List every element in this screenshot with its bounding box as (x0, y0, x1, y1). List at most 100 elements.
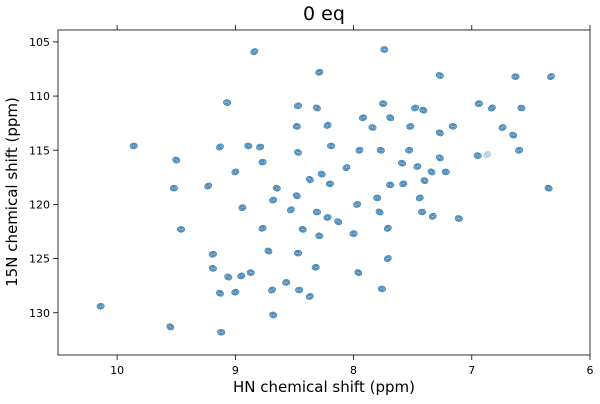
peak (511, 73, 520, 80)
contour-line (250, 48, 259, 56)
contour-line (299, 227, 306, 232)
peak (419, 106, 428, 114)
peak (359, 114, 368, 122)
peak (334, 218, 343, 226)
contour-line (429, 170, 434, 174)
peak-contours (96, 46, 555, 336)
contour-line (354, 269, 363, 277)
x-axis-label: HN chemical shift (ppm) (233, 378, 415, 396)
contour-line (204, 182, 213, 190)
contour-line (548, 74, 554, 79)
peak (515, 146, 524, 154)
contour-line (217, 290, 223, 296)
contour-line (271, 198, 275, 202)
peak (237, 272, 246, 280)
contour-line (208, 265, 217, 272)
contour-line (355, 146, 364, 154)
contour-line (284, 281, 288, 284)
contour-line (270, 312, 276, 318)
contour-line (217, 144, 223, 150)
peak (311, 263, 320, 271)
contour-line (411, 104, 419, 112)
peak (166, 323, 175, 331)
contour-line (336, 220, 340, 224)
peak (349, 230, 358, 237)
contour-line (387, 182, 394, 188)
contour-line (252, 50, 256, 54)
x-axis-ticks: 10 9 8 7 6 (110, 25, 594, 377)
contour-line (329, 144, 333, 148)
peak (293, 249, 303, 257)
contour-line (406, 123, 415, 130)
weak-peak (483, 151, 492, 159)
contour-line (132, 144, 136, 148)
peak (325, 180, 334, 188)
contour-line (421, 178, 428, 183)
contour-line (317, 70, 321, 74)
peak (544, 184, 553, 192)
contour-line (474, 153, 481, 158)
contour-line (441, 168, 450, 176)
peak (305, 293, 314, 300)
contour-line (224, 100, 230, 105)
peak (315, 68, 324, 76)
contour-line (294, 149, 302, 156)
contour-line (327, 181, 333, 187)
contour-line (510, 132, 516, 138)
contour-line (454, 215, 463, 222)
peak (298, 226, 307, 233)
x-tick-label: 7 (468, 364, 475, 377)
contour-line (307, 177, 313, 182)
contour-line (418, 208, 427, 216)
contour-line (246, 269, 255, 276)
contour-line (260, 160, 265, 164)
peak (411, 104, 419, 112)
x-tick-label: 9 (232, 364, 239, 377)
contour-line (437, 155, 443, 161)
peak (169, 184, 178, 192)
contour-line (314, 265, 318, 269)
contour-line (416, 195, 423, 201)
peak (317, 170, 326, 178)
contour-line (173, 157, 180, 163)
peak (406, 123, 415, 130)
contour-line (315, 232, 324, 240)
peak (368, 124, 377, 131)
contour-line (328, 143, 334, 149)
contour-line (418, 196, 422, 200)
contour-line (354, 202, 360, 207)
contour-line (356, 271, 360, 275)
peak (250, 48, 259, 56)
contour-line (383, 224, 392, 232)
contour-line (218, 291, 222, 295)
contour-line (237, 272, 246, 280)
peak (223, 99, 232, 106)
contour-line (511, 73, 520, 80)
peak (415, 194, 424, 202)
contour-line (490, 106, 494, 110)
contour-line (438, 156, 442, 160)
contour-line (515, 146, 524, 154)
contour-line (320, 172, 324, 176)
peak (354, 269, 363, 277)
contour-line (361, 116, 365, 120)
contour-line (295, 125, 299, 128)
contour-line (289, 208, 293, 212)
peak (246, 269, 255, 276)
contour-line (382, 48, 386, 51)
contour-line (311, 263, 320, 271)
contour-line (233, 290, 237, 294)
peak (373, 194, 382, 202)
contour-line (293, 249, 303, 257)
contour-line (231, 288, 240, 296)
peak (231, 288, 240, 296)
contour-line (317, 170, 326, 178)
peak (487, 104, 496, 112)
peak (216, 143, 224, 151)
contour-line (379, 286, 385, 292)
y-tick-label: 120 (29, 198, 50, 211)
contour-line (269, 287, 275, 293)
contour-line (179, 227, 183, 231)
x-tick-label: 10 (110, 364, 124, 377)
contour-line (511, 133, 515, 137)
